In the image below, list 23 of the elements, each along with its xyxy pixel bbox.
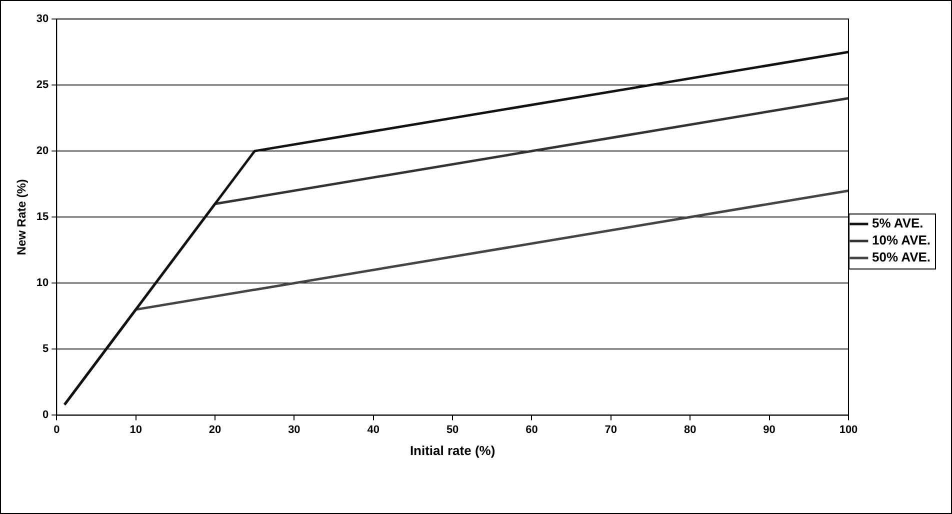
x-tick-label: 40 <box>367 424 380 436</box>
x-tick-label: 0 <box>54 424 60 436</box>
x-tick-label: 100 <box>839 424 858 436</box>
legend-label: 50% AVE. <box>872 250 931 265</box>
x-tick-label: 90 <box>763 424 776 436</box>
y-tick-label: 10 <box>36 277 49 290</box>
x-tick-label: 60 <box>526 424 538 436</box>
y-tick-label: 25 <box>36 79 49 92</box>
x-axis-title: Initial rate (%) <box>410 442 496 458</box>
x-tick-label: 30 <box>288 424 300 436</box>
y-tick-label: 0 <box>42 409 49 422</box>
legend-label: 10% AVE. <box>872 232 931 248</box>
y-tick-label: 30 <box>36 13 49 26</box>
x-tick-label: 10 <box>130 424 142 436</box>
legend-label: 5% AVE. <box>872 216 924 231</box>
x-tick-label: 70 <box>604 424 618 436</box>
x-tick-label: 50 <box>446 424 459 436</box>
x-tick-label: 20 <box>208 424 222 436</box>
y-tick-label: 5 <box>42 343 49 356</box>
x-tick-label: 80 <box>684 424 696 436</box>
y-tick-label: 20 <box>36 145 49 158</box>
y-axis-title: New Rate (%) <box>14 179 29 256</box>
y-tick-label: 15 <box>36 211 49 224</box>
